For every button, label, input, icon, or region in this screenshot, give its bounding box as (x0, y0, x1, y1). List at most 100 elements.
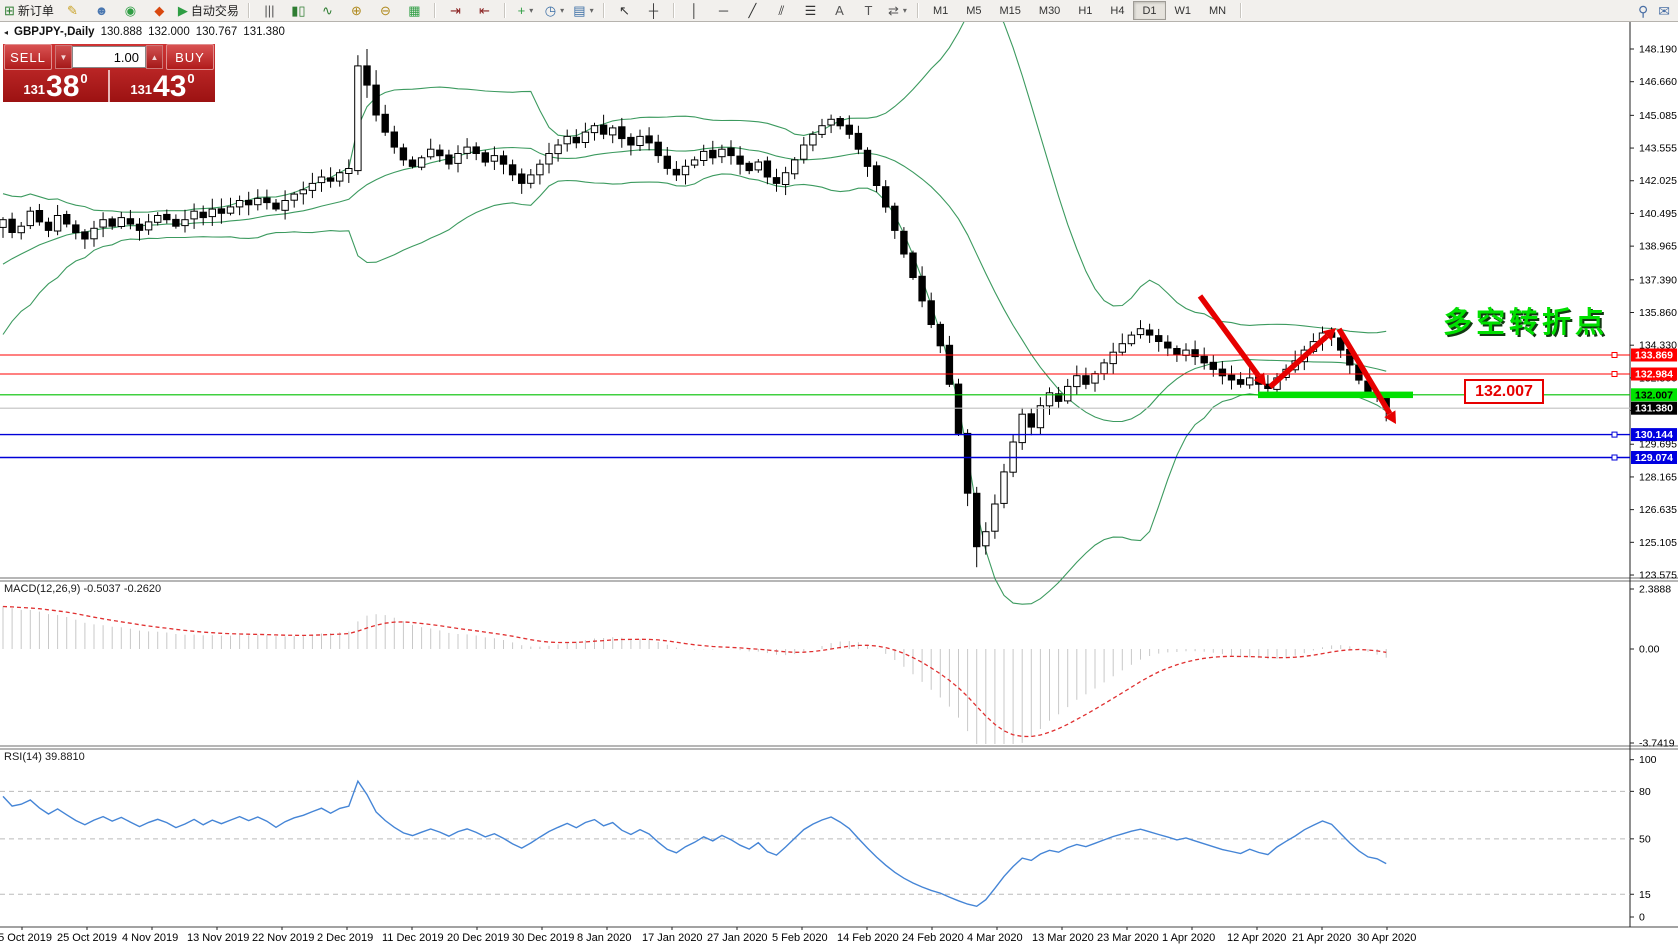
autotrading-button[interactable]: ▶ 自动交易 (174, 1, 243, 21)
axis-label: 5 Feb 2020 (772, 932, 828, 944)
axis-label: 129.695 (1639, 439, 1677, 451)
arrows-button[interactable]: ⇄ ▾ (883, 1, 912, 21)
sell-price[interactable]: 131 38 0 (3, 70, 110, 102)
macd-panel: 2.3888 0.00 -3.7419 (2, 583, 1675, 749)
axis-label: 1 Apr 2020 (1162, 932, 1215, 944)
tile-windows-icon: ▦ (408, 3, 421, 18)
bar-chart-button[interactable]: ||| (255, 1, 284, 21)
axis-label: 126.635 (1639, 504, 1677, 516)
signals-button[interactable]: ◉ (116, 1, 145, 21)
fibonacci-icon: ☰ (804, 3, 817, 18)
axis-label: 0.00 (1639, 644, 1660, 656)
axis-label: 2 Dec 2019 (317, 932, 373, 944)
trend-arrows[interactable] (1197, 294, 1396, 424)
new-order-icon: ⊞ (4, 3, 15, 18)
text-button[interactable]: A (825, 1, 854, 21)
timeframe-m5-button[interactable]: M5 (966, 4, 982, 17)
support-trendline[interactable] (1258, 391, 1413, 399)
market-icon: ◆ (154, 3, 165, 18)
zoom-in-icon: ⊕ (350, 3, 362, 18)
buy-price[interactable]: 131 43 0 (110, 70, 215, 102)
candlestick-chart-icon: ▮▯ (291, 3, 306, 18)
toolbar-separator (247, 3, 250, 18)
timeframe-h4-button[interactable]: H4 (1110, 4, 1125, 17)
axis-label: 4 Mar 2020 (967, 932, 1023, 944)
timeframe-m1-button[interactable]: M1 (932, 4, 949, 17)
timeframe-w1-button[interactable]: W1 (1174, 4, 1192, 17)
metaeditor-icon: ✎ (66, 3, 78, 18)
price-axis: 148.190 146.660 145.085 143.555 142.025 140.4… (1630, 44, 1677, 582)
axis-label: 25 Oct 2019 (57, 932, 117, 944)
axis-label: 22 Nov 2019 (252, 932, 314, 944)
market-button[interactable]: ◆ (145, 1, 174, 21)
vertical-line-button[interactable]: │ (680, 1, 709, 21)
chart-shift-button[interactable]: ⇤ (470, 1, 499, 21)
timeframe-mn-button[interactable]: MN (1209, 4, 1227, 17)
zoom-out-button[interactable]: ⊖ (371, 1, 400, 21)
volume-input[interactable]: 1.00 (72, 46, 146, 68)
trendline-button[interactable]: ╱ (738, 1, 767, 21)
time-axis: 15 Oct 2019 25 Oct 2019 4 Nov 2019 13 Nov 2… (0, 927, 1416, 944)
channel-button[interactable]: ⫽ (767, 1, 796, 21)
text-label-icon: T (864, 3, 873, 18)
chat-icon[interactable]: ✉ (1658, 2, 1670, 19)
community-icon: ☻ (94, 3, 109, 18)
timeframe-m30-button[interactable]: M30 (1038, 4, 1061, 17)
axis-label: 132.984 (1635, 368, 1673, 380)
auto-scroll-icon: ⇥ (449, 3, 461, 18)
indicators-button[interactable]: + ▾ (511, 1, 540, 21)
channel-icon: ⫽ (778, 3, 785, 18)
chevron-down-icon[interactable]: ▾ (902, 6, 907, 15)
templates-button[interactable]: ▤ ▾ (569, 1, 598, 21)
timeframe-h1-button[interactable]: H1 (1078, 4, 1093, 17)
metaeditor-button[interactable]: ✎ (58, 1, 87, 21)
community-button[interactable]: ☻ (87, 1, 116, 21)
trendline-icon: ╱ (748, 3, 757, 18)
volume-increase-button[interactable]: ▲ (146, 45, 163, 69)
auto-scroll-button[interactable]: ⇥ (441, 1, 470, 21)
indicators-icon: + (517, 3, 526, 18)
axis-label: 2.3888 (1639, 583, 1671, 595)
volume-decrease-button[interactable]: ▼ (55, 45, 72, 69)
line-chart-button[interactable]: ∿ (313, 1, 342, 21)
toolbar-group-timeframes: M1 M5 M15 M30 H1 H4 D1 W1 MN (924, 0, 1235, 21)
axis-label: 14 Feb 2020 (837, 932, 899, 944)
text-icon: A (835, 3, 844, 18)
periods-button[interactable]: ◷ ▾ (540, 1, 569, 21)
axis-label: 125.105 (1639, 537, 1677, 549)
buy-price-point: 0 (187, 71, 195, 86)
search-icon[interactable]: ⚲ (1638, 2, 1649, 19)
axis-label: 23 Mar 2020 (1097, 932, 1159, 944)
horizontal-line-button[interactable]: ─ (709, 1, 738, 21)
axis-label: 135.860 (1639, 307, 1677, 319)
sell-price-pips: 38 (46, 70, 80, 103)
timeframe-d1-button[interactable]: D1 (1133, 1, 1166, 20)
sell-button[interactable]: SELL (4, 44, 52, 70)
chevron-down-icon[interactable]: ▾ (529, 6, 534, 15)
candlestick-chart-button[interactable]: ▮▯ (284, 1, 313, 21)
ohlc-close: 131.380 (243, 26, 285, 38)
axis-label: 13 Mar 2020 (1032, 932, 1094, 944)
fibonacci-button[interactable]: ☰ (796, 1, 825, 21)
axis-label: 30 Dec 2019 (512, 932, 574, 944)
chart-shift-icon: ⇤ (478, 3, 490, 18)
buy-button[interactable]: BUY (166, 44, 214, 70)
tile-windows-button[interactable]: ▦ (400, 1, 429, 21)
axis-label: 15 Oct 2019 (0, 932, 52, 944)
new-order-button[interactable]: ⊞ 新订单 (0, 1, 58, 21)
axis-label: 143.555 (1639, 143, 1677, 155)
axis-label: 137.390 (1639, 274, 1677, 286)
support-price-label[interactable]: 132.007 (1464, 379, 1544, 404)
timeframe-m15-button[interactable]: M15 (999, 4, 1021, 17)
cursor-button[interactable]: ↖ (610, 1, 639, 21)
axis-label: 133.869 (1635, 350, 1673, 362)
chevron-down-icon[interactable]: ▾ (560, 6, 565, 15)
vertical-line-icon: │ (690, 3, 699, 18)
zoom-in-button[interactable]: ⊕ (342, 1, 371, 21)
text-label-button[interactable]: T (854, 1, 883, 21)
axis-label: 148.190 (1639, 44, 1677, 56)
crosshair-button[interactable]: ┼ (639, 1, 668, 21)
chevron-down-icon[interactable]: ▾ (589, 6, 594, 15)
